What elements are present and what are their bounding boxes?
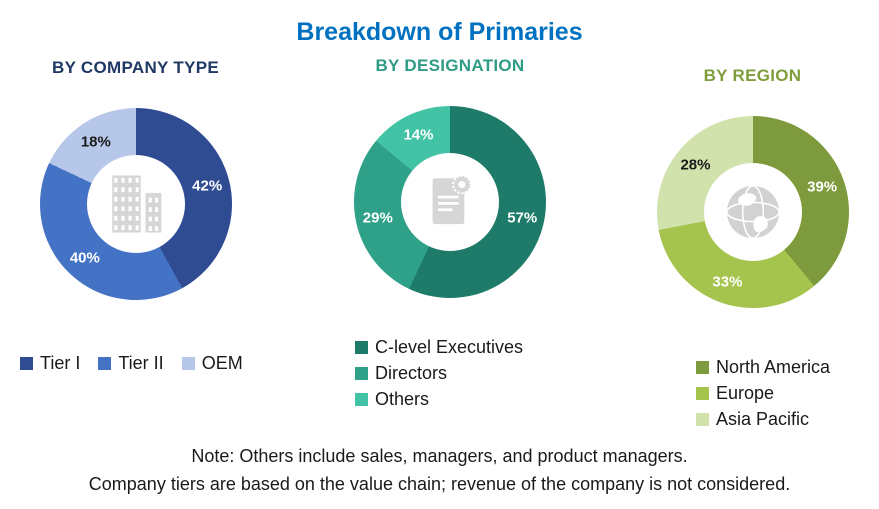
legend-label: North America — [716, 357, 831, 377]
donut-region: 39% 33% 28% — [656, 116, 849, 308]
legend-swatch — [696, 412, 709, 426]
legend-label: Europe — [716, 383, 775, 403]
donut-center — [401, 153, 499, 251]
chart-company-type: BY COMPANY TYPE — [18, 58, 253, 376]
legend-item: C-level Executives — [355, 334, 523, 360]
slice-label: 28% — [680, 156, 711, 174]
donut-company-type: 42% 40% 18% — [39, 108, 232, 300]
slice-label: 42% — [192, 177, 223, 195]
chart-designation: BY DESIGNATION 57% 29% 14% C-level Executi… — [330, 56, 570, 412]
legend-swatch — [98, 356, 112, 370]
slice-label: 14% — [403, 126, 434, 144]
chart-heading-designation: BY DESIGNATION — [375, 56, 525, 75]
legend-swatch — [696, 360, 709, 374]
globe-icon — [725, 185, 780, 239]
legend-swatch — [696, 386, 709, 400]
chart-region: BY REGION 39% 33% 28% North America Europe A… — [630, 66, 875, 432]
slice-label: 29% — [362, 209, 393, 227]
legend-label: Asia Pacific — [716, 409, 810, 429]
legend-item: North America — [696, 354, 830, 380]
building-icon — [111, 175, 161, 233]
legend-label: OEM — [201, 353, 243, 373]
slice-label: 18% — [80, 133, 111, 151]
slice-label: 57% — [507, 209, 538, 227]
legend-designation: C-level Executives Directors Others — [355, 334, 523, 412]
legend-label: Others — [375, 389, 430, 409]
page-title: Breakdown of Primaries — [296, 18, 583, 46]
note-line-1: Note: Others include sales, managers, an… — [191, 446, 688, 466]
legend-item: Others — [355, 386, 523, 412]
slice-label: 39% — [807, 178, 838, 196]
legend-region: North America Europe Asia Pacific — [696, 354, 830, 432]
legend-label: Directors — [375, 363, 448, 383]
legend-label: Tier I — [40, 353, 81, 373]
legend-swatch — [355, 340, 368, 354]
slice-label: 40% — [69, 249, 100, 267]
legend-item: Europe — [696, 380, 830, 406]
legend-label: Tier II — [118, 353, 164, 373]
legend-item: Tier II — [98, 350, 164, 376]
note-line-2: Company tiers are based on the value cha… — [88, 474, 791, 494]
legend-swatch — [181, 356, 195, 370]
slice-label: 33% — [712, 273, 743, 291]
donut-designation: 57% 29% 14% — [354, 106, 546, 298]
certificate-icon — [432, 174, 472, 225]
chart-heading-region: BY REGION — [703, 66, 802, 85]
legend-item: Directors — [355, 360, 523, 386]
legend-label: C-level Executives — [375, 337, 524, 357]
legend-item: Asia Pacific — [696, 406, 830, 432]
legend-swatch — [20, 356, 33, 370]
legend-swatch — [355, 392, 368, 406]
chart-heading-company-type: BY COMPANY TYPE — [52, 58, 219, 77]
legend-item: Tier I — [20, 350, 80, 376]
legend-company-type: Tier I Tier II OEM — [20, 350, 243, 376]
donut-center — [86, 155, 185, 253]
donut-center — [703, 163, 802, 261]
legend-item: OEM — [181, 350, 243, 376]
legend-swatch — [355, 366, 368, 380]
